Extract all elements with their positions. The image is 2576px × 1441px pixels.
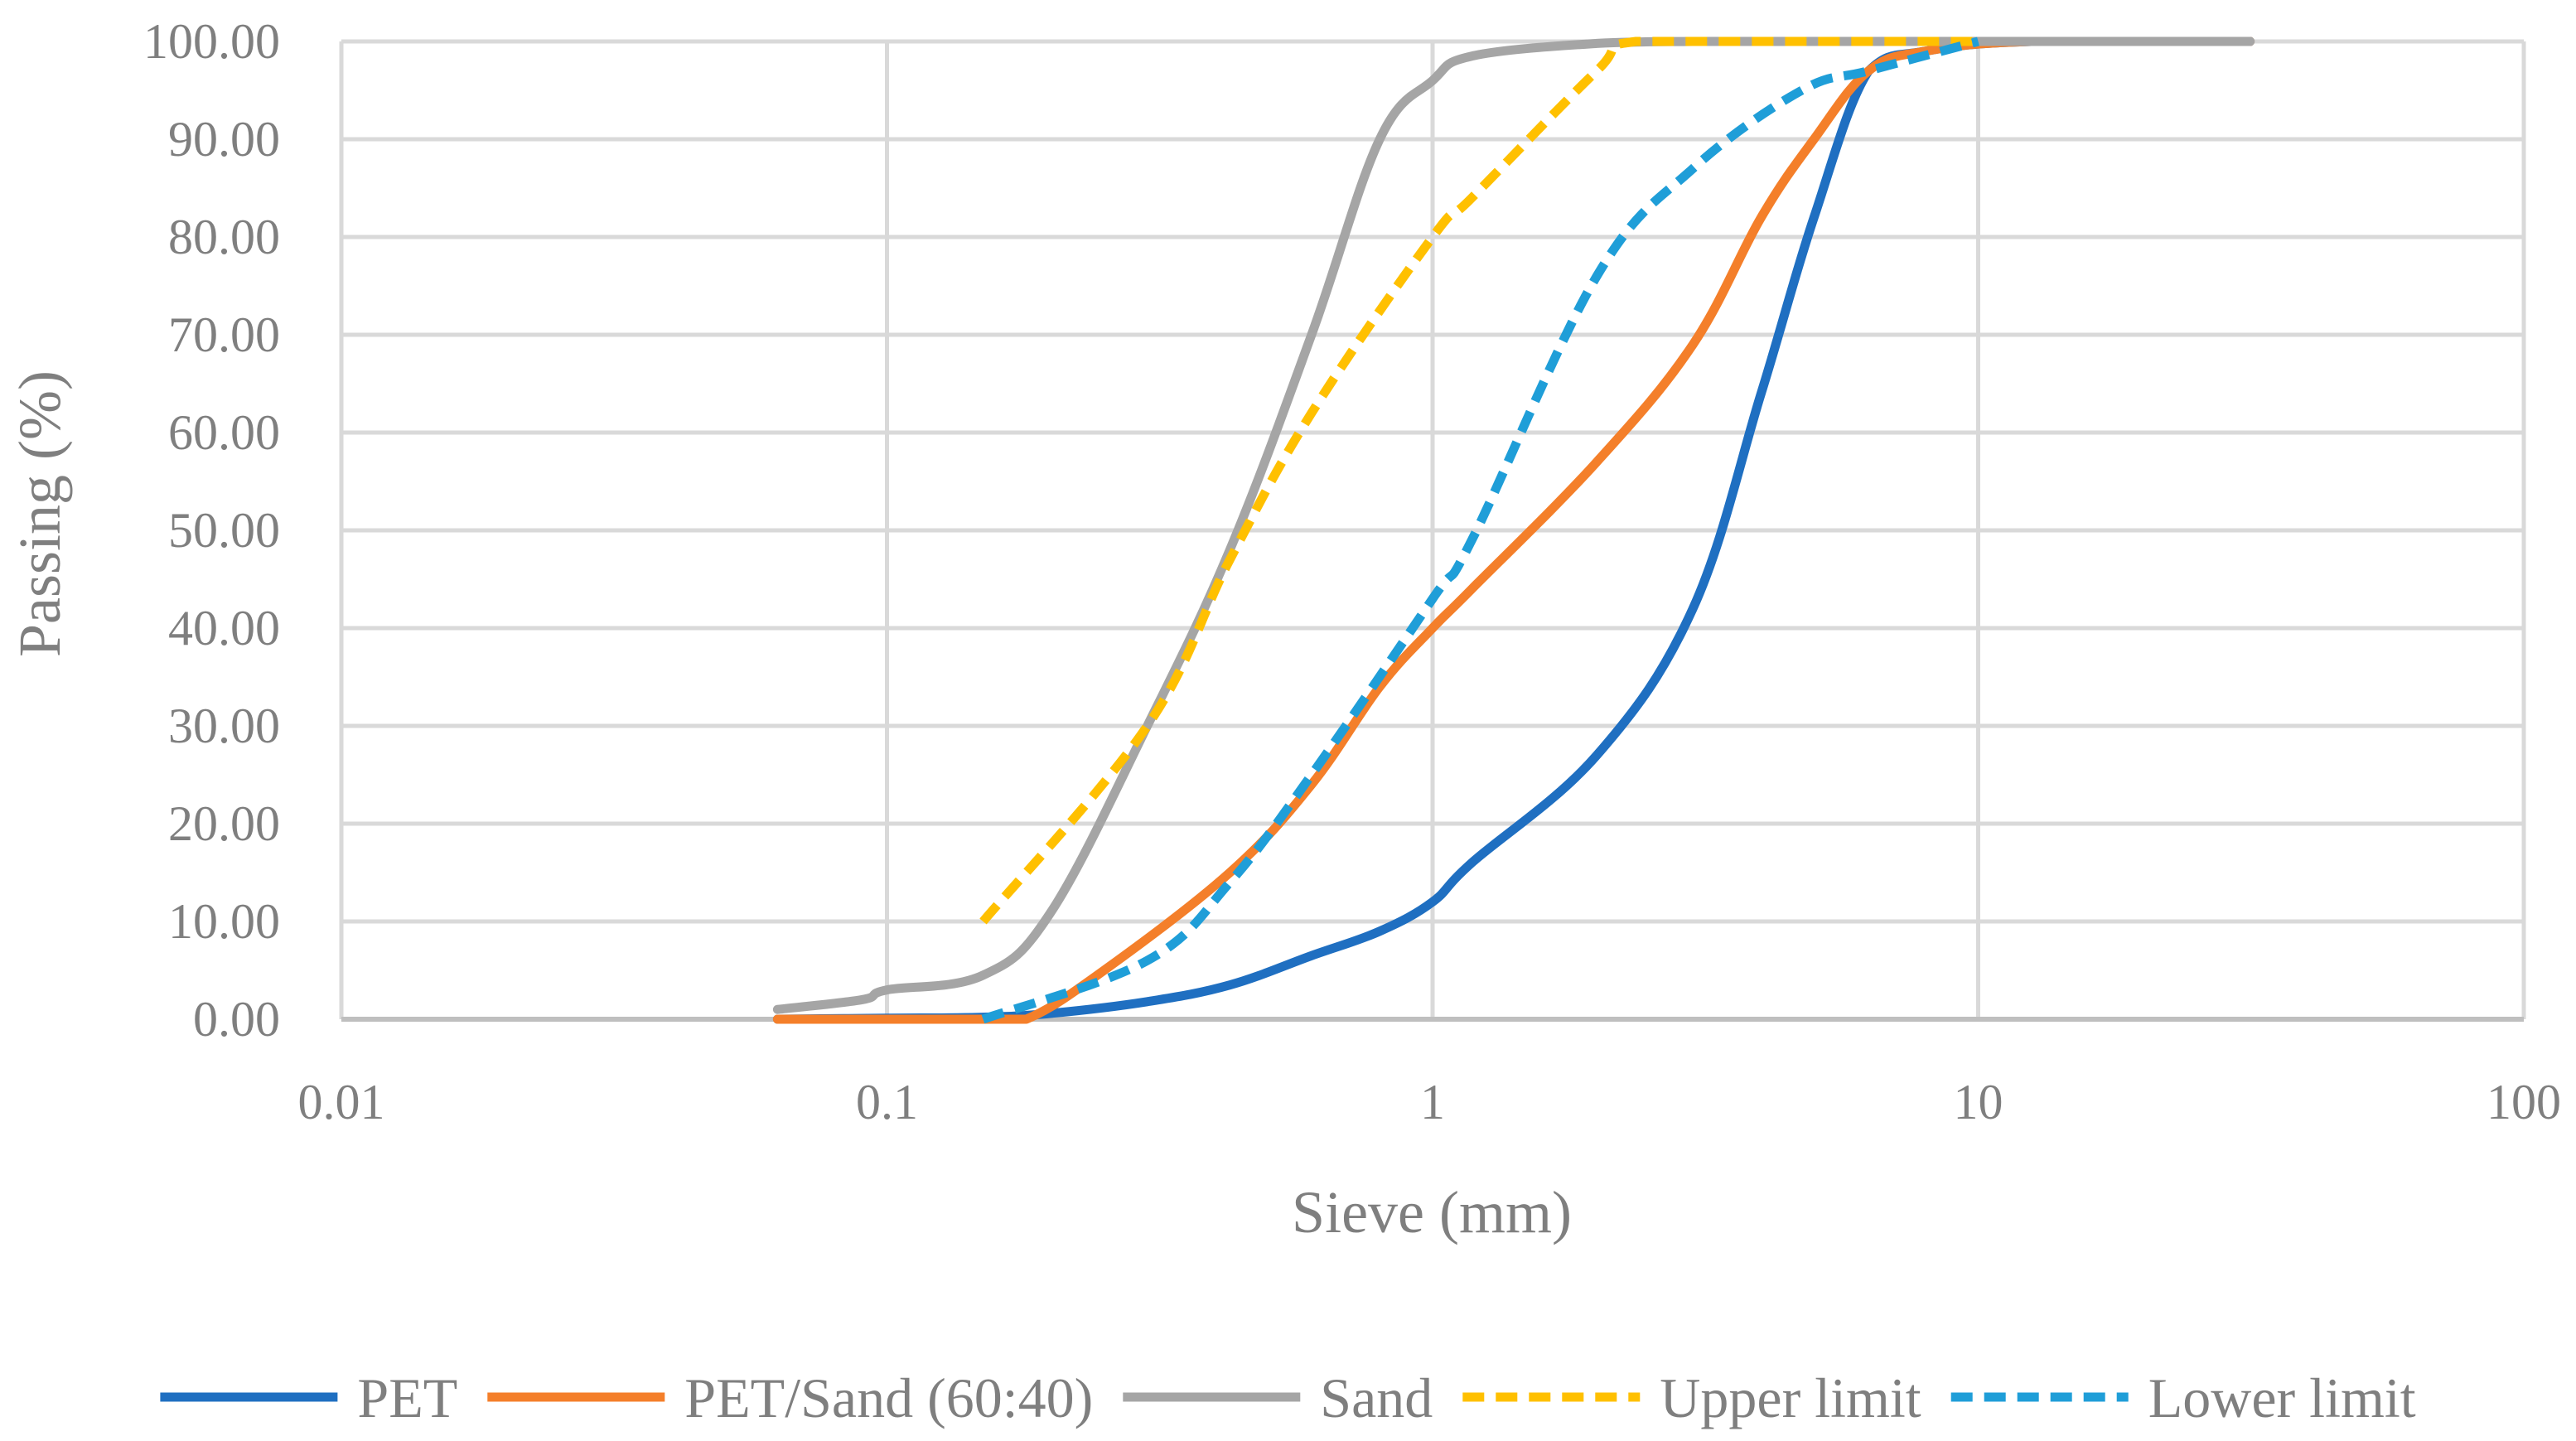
x-tick-label: 1 (1420, 1075, 1445, 1129)
legend-label-pet-sand-60-40: PET/Sand (60:40) (684, 1366, 1093, 1429)
y-tick-label: 10.00 (168, 894, 280, 949)
legend-item-upper-limit: Upper limit (1462, 1366, 1921, 1429)
y-tick-label: 20.00 (168, 796, 280, 851)
y-tick-label: 40.00 (168, 601, 280, 655)
legend-item-pet: PET (160, 1366, 457, 1429)
legend-label-lower-limit: Lower limit (2148, 1366, 2416, 1429)
legend-label-upper-limit: Upper limit (1660, 1366, 1921, 1429)
series-line-upper-limit (979, 36, 1979, 925)
x-tick-label: 10 (1954, 1075, 2003, 1129)
y-tick-label: 70.00 (168, 307, 280, 362)
y-tick-label: 0.00 (193, 992, 280, 1047)
x-axis-title: Sieve (mm) (1292, 1179, 1572, 1245)
y-tick-labels: 0.00 10.00 20.00 30.00 40.00 50.00 60.00 70.00 8… (143, 14, 280, 1047)
series-lines (772, 36, 2255, 1024)
legend-item-lower-limit: Lower limit (1950, 1366, 2416, 1429)
y-tick-label: 30.00 (168, 699, 280, 753)
series-line-pet-sand-60-40 (772, 36, 2255, 1024)
x-tick-label: 0.1 (856, 1075, 918, 1129)
legend-label-pet: PET (357, 1366, 457, 1429)
y-tick-label: 80.00 (168, 210, 280, 264)
series-line-lower-limit (981, 36, 1979, 1024)
y-tick-label: 90.00 (168, 112, 280, 167)
legend: PET PET/Sand (60:40) Sand Upper limit Lower … (160, 1366, 2416, 1429)
gridlines (339, 39, 2526, 1019)
x-tick-labels: 0.01 0.1 1 10 100 (298, 1075, 2562, 1129)
legend-item-sand: Sand (1123, 1366, 1433, 1429)
series-line-sand (772, 36, 2255, 1014)
y-tick-label: 60.00 (168, 405, 280, 460)
legend-item-pet-sand-60-40: PET/Sand (60:40) (487, 1366, 1093, 1429)
y-tick-label: 50.00 (168, 503, 280, 558)
legend-label-sand: Sand (1320, 1366, 1433, 1429)
y-axis-title: Passing (%) (7, 370, 73, 657)
y-tick-label: 100.00 (143, 14, 280, 69)
x-tick-label: 0.01 (298, 1075, 385, 1129)
x-tick-label: 100 (2487, 1075, 2561, 1129)
